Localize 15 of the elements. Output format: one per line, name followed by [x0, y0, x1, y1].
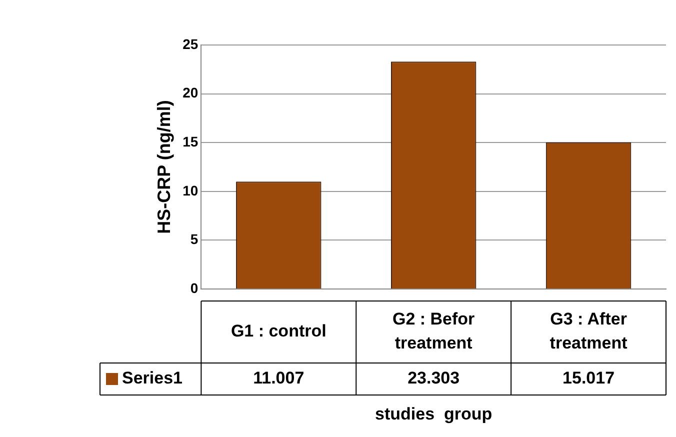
data-label: 23.303: [408, 368, 460, 388]
y-tick-label: 10: [182, 182, 198, 198]
legend-label: Series1: [122, 368, 182, 388]
y-tick-label: 0: [190, 280, 198, 296]
data-label: 15.017: [562, 368, 615, 388]
y-tick-label: 20: [182, 84, 198, 101]
y-tick-label: 25: [182, 36, 198, 52]
y-tick-label: 5: [190, 231, 198, 248]
y-tick-label: 15: [182, 133, 198, 150]
y-axis-title: HS-CRP (ng/ml): [154, 100, 174, 234]
data-label: 11.007: [253, 368, 304, 388]
x-tick-label: G1 : control: [230, 322, 326, 341]
x-tick-label: G3 : After treatment: [550, 310, 628, 353]
x-axis-title: studies group: [375, 404, 492, 424]
x-tick-label: G2 : Befor treatment: [392, 310, 476, 353]
